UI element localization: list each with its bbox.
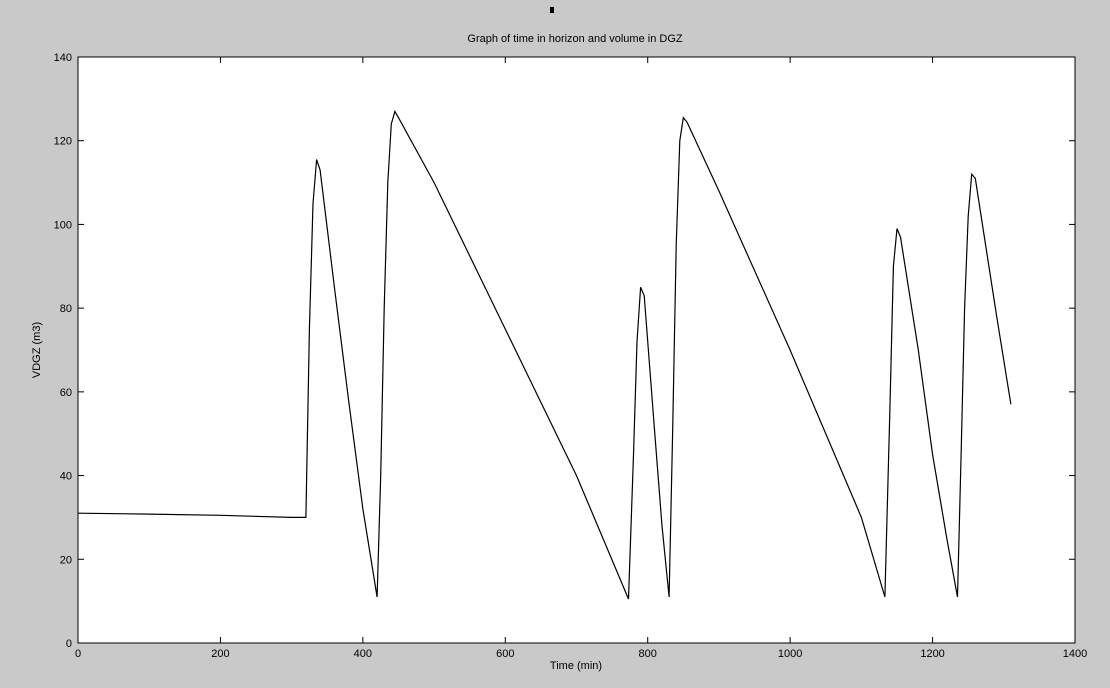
chart-title: Graph of time in horizon and volume in D…	[467, 33, 682, 45]
y-tick-label: 80	[60, 303, 72, 315]
x-axis-label: Time (min)	[550, 660, 602, 672]
x-tick-label: 200	[211, 648, 229, 660]
plot-area	[77, 56, 1076, 644]
y-axis-ticks: 0 20 40 60 80 100 120 140	[54, 52, 1075, 650]
x-tick-label: 800	[639, 648, 657, 660]
x-tick-label: 1000	[778, 648, 802, 660]
y-tick-label: 60	[60, 387, 72, 399]
x-tick-label: 1200	[920, 648, 944, 660]
y-tick-label: 120	[54, 136, 72, 148]
x-tick-label: 0	[75, 648, 81, 660]
x-tick-label: 600	[496, 648, 514, 660]
x-axis-ticks: 0 200 400 600 800 1000 1200 1400	[75, 57, 1087, 660]
y-tick-label: 140	[54, 52, 72, 64]
x-tick-label: 1400	[1063, 648, 1087, 660]
y-tick-label: 40	[60, 471, 72, 483]
y-tick-label: 20	[60, 554, 72, 566]
marker-square	[550, 7, 554, 13]
y-axis-label: VDGZ (m3)	[31, 322, 43, 378]
y-tick-label: 100	[54, 219, 72, 231]
series-line	[77, 109, 1012, 600]
y-tick-label: 0	[66, 638, 72, 650]
x-tick-label: 400	[354, 648, 372, 660]
